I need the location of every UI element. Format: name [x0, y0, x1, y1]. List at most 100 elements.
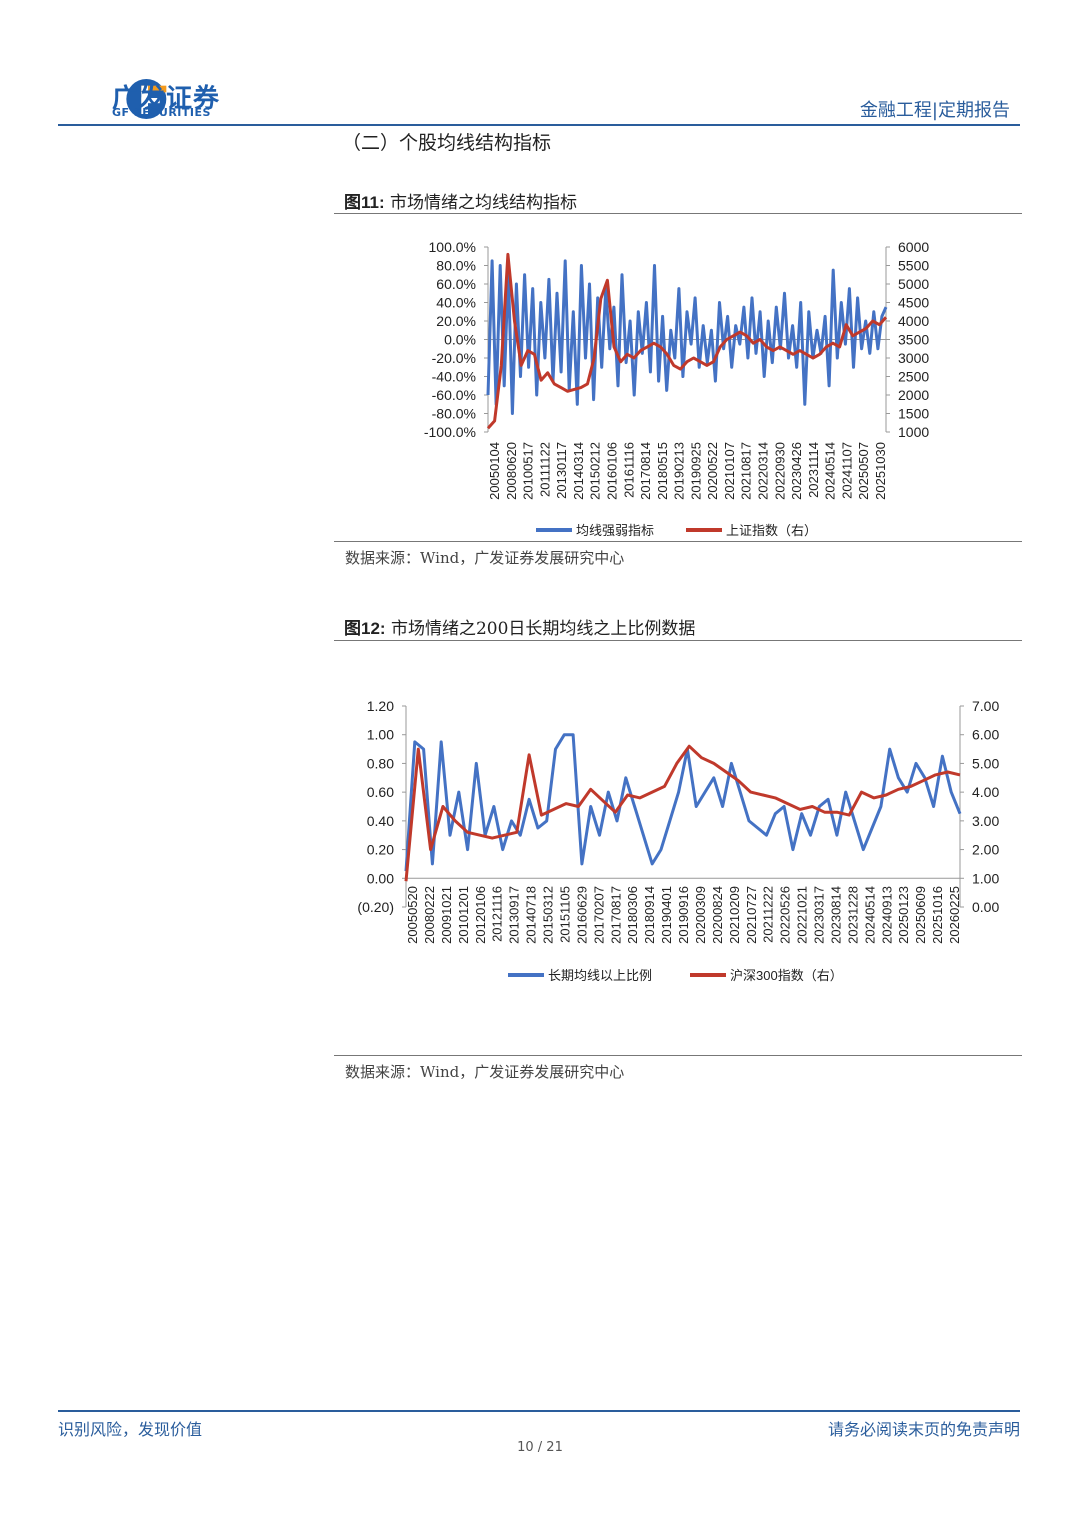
y-right-tick-label: 4.00: [972, 784, 999, 800]
figure-11-bottom-rule: [334, 541, 1022, 542]
x-tick-label: 20220314: [756, 442, 771, 500]
y-left-tick-label: 80.0%: [436, 258, 476, 274]
y-left-tick-label: 100.0%: [429, 239, 476, 255]
x-tick-label: 20250507: [856, 442, 871, 500]
y-right-tick-label: 0.00: [972, 899, 999, 915]
y-right-tick-label: 4500: [898, 295, 929, 311]
x-tick-label: 20111122: [537, 442, 552, 497]
series-line-2: [404, 744, 961, 882]
y-right-tick-label: 3000: [898, 350, 929, 366]
y-right-tick-label: 3500: [898, 332, 929, 348]
brand-name-en: GF SECURITIES: [112, 106, 211, 119]
x-tick-label: 20170814: [638, 442, 653, 500]
y-right-tick-label: 6000: [898, 239, 929, 255]
y-right-tick-label: 2500: [898, 369, 929, 385]
x-tick-label: 20190213: [672, 442, 687, 500]
x-tick-label: 20200309: [693, 886, 708, 944]
legend-label-1: 长期均线以上比例: [548, 968, 652, 983]
y-left-tick-label: 1.00: [367, 727, 394, 743]
x-tick-label: 20190925: [688, 442, 703, 500]
x-tick-label: 20170207: [591, 886, 606, 944]
y-right-tick-label: 5.00: [972, 755, 999, 771]
y-left-tick-label: -60.0%: [432, 387, 476, 403]
y-right-tick-label: 2000: [898, 387, 929, 403]
x-tick-label: 20240913: [879, 886, 894, 944]
x-tick-label: 20230426: [789, 442, 804, 500]
figure-12-bottom-rule: [334, 1055, 1022, 1056]
x-tick-label: 20220526: [778, 886, 793, 944]
y-left-tick-label: 0.0%: [444, 332, 476, 348]
y-right-tick-label: 5500: [898, 258, 929, 274]
figure-11-label: 图11:: [344, 193, 385, 212]
x-tick-label: 20190401: [659, 886, 674, 944]
y-right-tick-label: 4000: [898, 313, 929, 329]
y-left-tick-label: 0.20: [367, 842, 394, 858]
x-tick-label: 20080620: [504, 442, 519, 500]
series-line-2: [486, 252, 888, 430]
x-tick-label: 20221021: [795, 886, 810, 944]
x-tick-label: 20100517: [521, 442, 536, 500]
legend-label-2: 沪深300指数（右）: [730, 968, 843, 983]
y-left-tick-label: -40.0%: [432, 369, 476, 385]
y-left-tick-label: -100.0%: [424, 424, 476, 440]
x-tick-label: 20230317: [812, 886, 827, 944]
y-left-tick-label: 0.80: [367, 755, 394, 771]
chart-above-200ma-ratio: 1.20 1.00 0.80 0.60 0.40 0.20 0.00 (0.20) 7.00 6.…: [357, 698, 999, 983]
x-tick-label: 20140314: [571, 442, 586, 500]
figure-11-title-block: 图11: 市场情绪之均线结构指标: [344, 188, 577, 213]
series-line-1: [404, 733, 962, 872]
brand-name-cn: 广发证券: [112, 84, 221, 114]
x-tick-label: 20210209: [727, 886, 742, 944]
page-number: 10 / 21: [517, 1440, 563, 1455]
x-tick-label: 20251030: [873, 442, 888, 500]
x-tick-label: 20170817: [608, 886, 623, 944]
y-left-tick-label: -80.0%: [432, 406, 476, 422]
x-tick-label: 20180515: [655, 442, 670, 500]
footer-disclaimer: 请务必阅读末页的免责声明: [827, 1420, 1020, 1439]
x-tick-label: 20250123: [896, 886, 911, 944]
x-tick-label: 20101201: [456, 886, 471, 944]
figure-11-top-rule: [334, 213, 1022, 214]
x-tick-label: 20251016: [930, 886, 945, 944]
x-tick-label: 20180914: [642, 886, 657, 944]
x-tick-label: 20260225: [947, 886, 962, 944]
x-tick-label: 20190916: [676, 886, 691, 944]
y-right-tick-label: 5000: [898, 276, 929, 292]
figure-11-title: 市场情绪之均线结构指标: [390, 193, 578, 213]
x-tick-label: 20091021: [439, 886, 454, 944]
y-right-tick-label: 1000: [898, 424, 929, 440]
x-tick-label: 20080222: [422, 886, 437, 944]
x-tick-label: 20241107: [839, 442, 854, 499]
figure-11-source: 数据来源：Wind，广发证券发展研究中心: [345, 549, 625, 567]
x-tick-label: 20120106: [473, 886, 488, 944]
y-left-tick-label: 60.0%: [436, 276, 476, 292]
y-right-tick-label: 1.00: [972, 870, 999, 886]
section-title: （二）个股均线结构指标: [342, 132, 552, 154]
x-tick-label: 20231228: [845, 886, 860, 944]
x-tick-label: 20151105: [557, 886, 572, 943]
legend-label-2: 上证指数（右）: [726, 523, 817, 538]
x-tick-label: 20160629: [574, 886, 589, 944]
y-left-tick-label: -20.0%: [432, 350, 476, 366]
header-divider: [58, 124, 1020, 126]
figure-12-label: 图12:: [344, 619, 386, 638]
y-left-tick-label: 0.00: [367, 870, 394, 886]
y-right-tick-label: 3.00: [972, 813, 999, 829]
y-right-tick-label: 1500: [898, 406, 929, 422]
x-tick-label: 20210727: [744, 886, 759, 944]
y-right-tick-label: 2.00: [972, 842, 999, 858]
x-tick-label: 20240514: [823, 442, 838, 500]
x-tick-label: 20160106: [604, 442, 619, 500]
x-tick-label: 20180306: [625, 886, 640, 944]
x-tick-label: 20240514: [862, 886, 877, 944]
x-tick-label: 20200522: [705, 442, 720, 500]
x-tick-label: 20121116: [490, 886, 505, 942]
chart-ma-structure: 100.0% 80.0% 60.0% 40.0% 20.0% 0.0% -20.0% -40.…: [424, 239, 930, 538]
y-left-tick-label: 0.60: [367, 784, 394, 800]
x-tick-label: 20050104: [487, 442, 502, 500]
report-type: 金融工程|定期报告: [859, 100, 1010, 121]
x-tick-label: 20230814: [828, 886, 843, 944]
y-left-tick-label: 0.40: [367, 813, 394, 829]
y-left-tick-label: 20.0%: [436, 313, 476, 329]
footer-divider: [58, 1410, 1020, 1412]
